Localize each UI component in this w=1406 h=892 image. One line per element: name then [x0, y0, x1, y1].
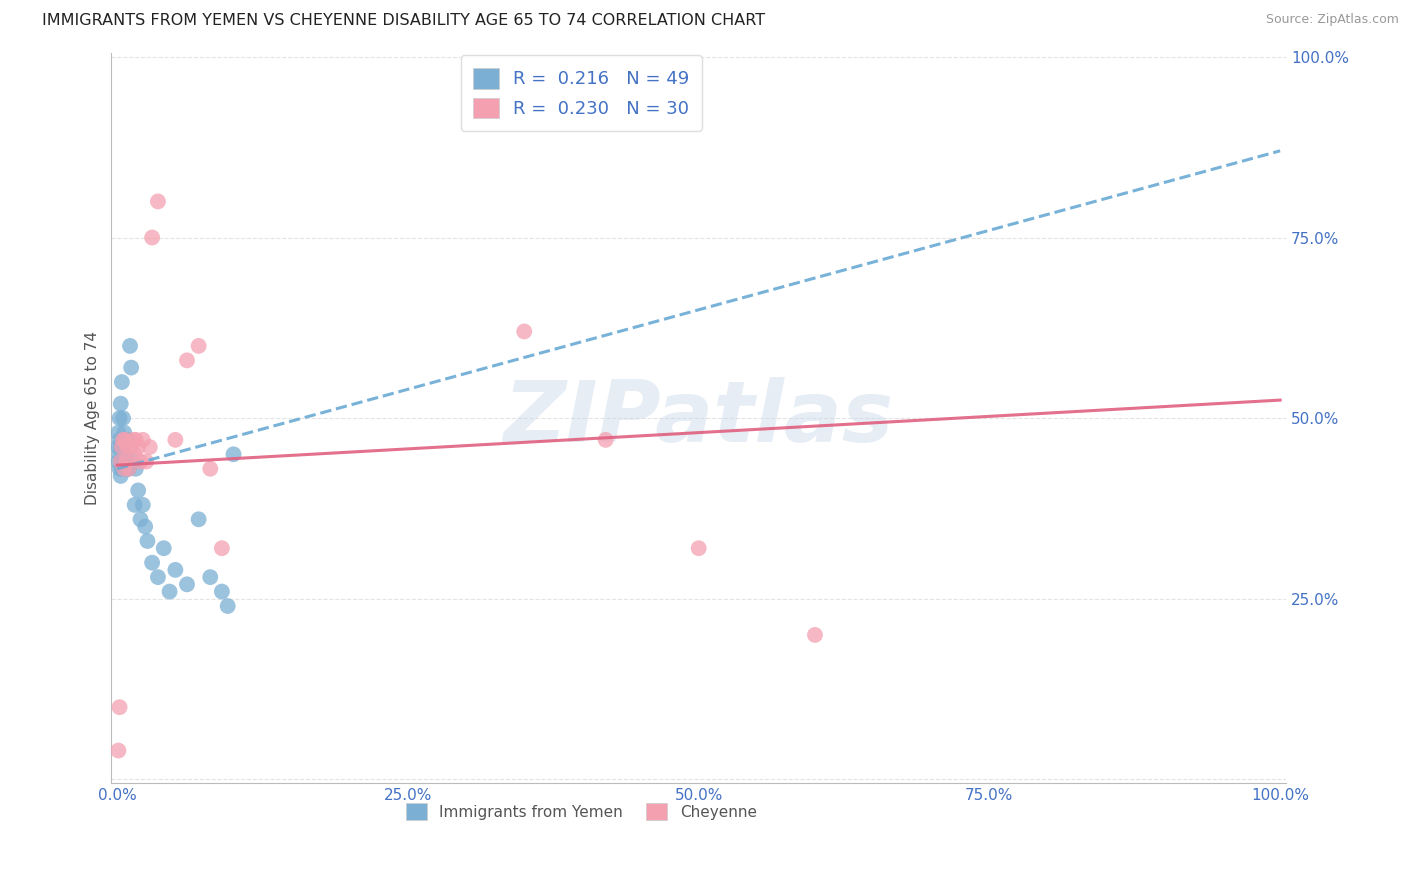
Point: [165, 433, 187, 447]
Point: [117, 440, 139, 454]
Point: [124, 498, 146, 512]
Text: Source: ZipAtlas.com: Source: ZipAtlas.com: [1265, 13, 1399, 27]
Point: [146, 570, 169, 584]
Point: [108, 461, 131, 475]
Point: [111, 375, 134, 389]
Point: [111, 440, 134, 454]
Legend: Immigrants from Yemen, Cheyenne: Immigrants from Yemen, Cheyenne: [399, 797, 763, 827]
Point: [118, 461, 141, 475]
Point: [112, 454, 135, 468]
Point: [118, 461, 141, 475]
Point: [127, 483, 149, 498]
Point: [187, 512, 209, 526]
Point: [165, 563, 187, 577]
Point: [125, 461, 148, 475]
Point: [152, 541, 174, 556]
Point: [110, 469, 132, 483]
Point: [114, 454, 136, 468]
Point: [135, 454, 157, 468]
Point: [112, 425, 135, 440]
Point: [111, 461, 134, 475]
Point: [129, 512, 152, 526]
Point: [132, 433, 155, 447]
Point: [107, 440, 129, 454]
Point: [176, 577, 198, 591]
Point: [211, 584, 233, 599]
Point: [804, 628, 827, 642]
Point: [112, 461, 135, 475]
Point: [120, 360, 142, 375]
Point: [108, 433, 131, 447]
Point: [121, 454, 143, 468]
Point: [108, 700, 131, 714]
Point: [176, 353, 198, 368]
Point: [115, 454, 138, 468]
Point: [114, 440, 136, 454]
Y-axis label: Disability Age 65 to 74: Disability Age 65 to 74: [86, 331, 100, 505]
Point: [136, 533, 159, 548]
Point: [108, 447, 131, 461]
Point: [211, 541, 233, 556]
Point: [129, 454, 152, 468]
Point: [112, 433, 135, 447]
Point: [122, 433, 145, 447]
Point: [134, 519, 156, 533]
Point: [222, 447, 245, 461]
Text: ZIPatlas: ZIPatlas: [503, 376, 894, 459]
Point: [159, 584, 181, 599]
Point: [110, 440, 132, 454]
Point: [187, 339, 209, 353]
Point: [118, 440, 141, 454]
Text: IMMIGRANTS FROM YEMEN VS CHEYENNE DISABILITY AGE 65 TO 74 CORRELATION CHART: IMMIGRANTS FROM YEMEN VS CHEYENNE DISABI…: [42, 13, 765, 29]
Point: [107, 743, 129, 757]
Point: [200, 570, 222, 584]
Point: [108, 411, 131, 425]
Point: [120, 440, 142, 454]
Point: [141, 556, 163, 570]
Point: [110, 454, 132, 468]
Point: [117, 433, 139, 447]
Point: [513, 325, 536, 339]
Point: [132, 498, 155, 512]
Point: [688, 541, 710, 556]
Point: [110, 454, 132, 468]
Point: [112, 447, 135, 461]
Point: [112, 411, 135, 425]
Point: [217, 599, 239, 613]
Point: [124, 447, 146, 461]
Point: [125, 433, 148, 447]
Point: [115, 461, 138, 475]
Point: [117, 454, 139, 468]
Point: [118, 339, 141, 353]
Point: [114, 433, 136, 447]
Point: [146, 194, 169, 209]
Point: [127, 440, 149, 454]
Point: [111, 440, 134, 454]
Point: [107, 454, 129, 468]
Point: [110, 397, 132, 411]
Point: [139, 440, 162, 454]
Point: [112, 433, 135, 447]
Point: [200, 461, 222, 475]
Point: [112, 461, 135, 475]
Point: [107, 425, 129, 440]
Point: [595, 433, 617, 447]
Point: [115, 440, 138, 454]
Point: [141, 230, 163, 244]
